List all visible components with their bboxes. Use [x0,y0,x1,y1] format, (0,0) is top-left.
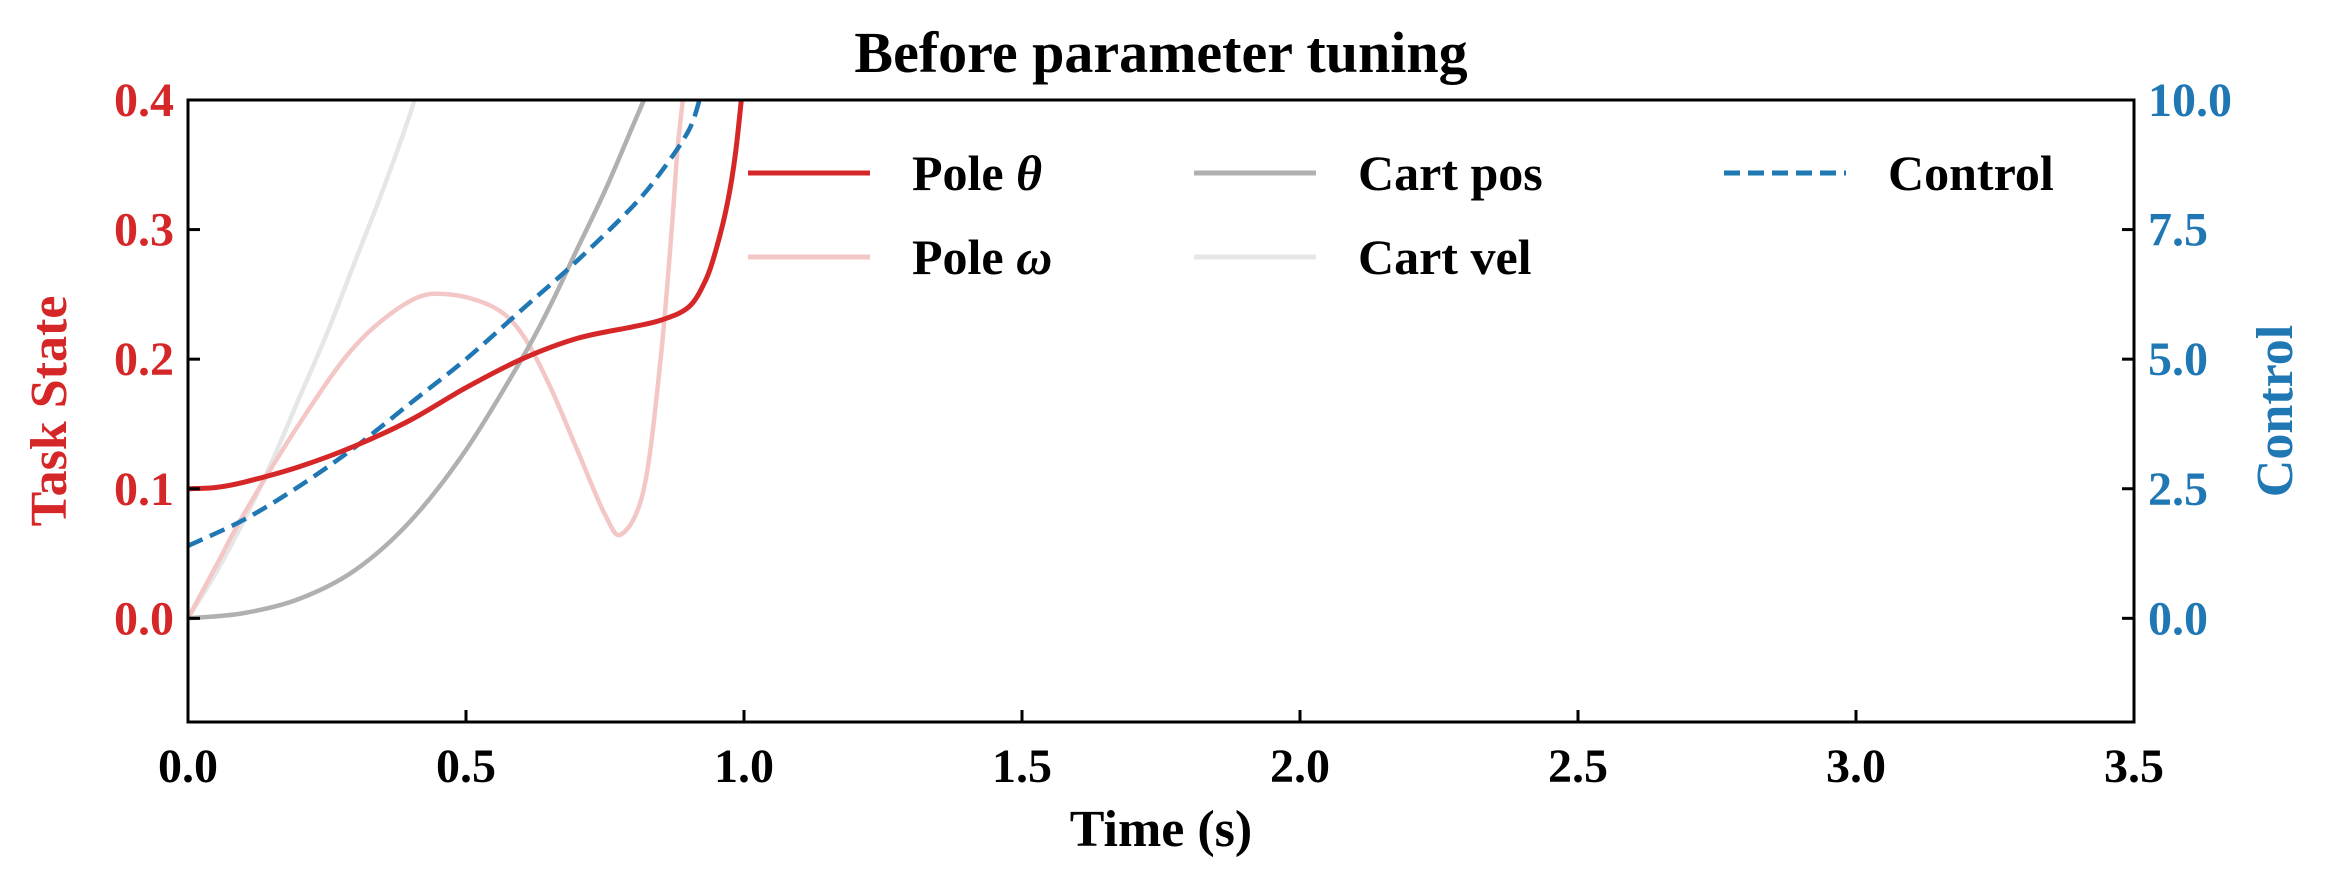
series-line-pole-theta [188,100,744,492]
series-line-control [188,100,702,548]
right-y-tick-label: 7.5 [2148,204,2208,257]
left-axis-label: Task State [21,296,78,527]
right-y-tick-label: 5.0 [2148,333,2208,386]
left-y-tick-label: 0.4 [114,74,174,127]
series-line-cart-vel [188,100,417,620]
series-line-cart-pos [188,100,647,621]
left-y-tick-label: 0.0 [114,592,174,645]
plot-frame [186,98,2136,724]
x-tick-label: 2.0 [1270,740,1330,793]
left-y-axis: 0.0 0.1 0.2 0.3 0.4 [114,74,200,645]
x-axis: 0.0 0.5 1.0 1.5 2.0 2.5 3.0 3.5 [158,710,2164,793]
chart-title: Before parameter tuning [854,20,1467,85]
right-y-tick-label: 0.0 [2148,592,2208,645]
x-tick-label: 3.0 [1826,740,1886,793]
series-layer [188,100,744,621]
right-y-axis: 0.0 2.5 5.0 7.5 10.0 [2122,74,2232,645]
x-tick-label: 0.0 [158,740,218,793]
right-y-tick-label: 2.5 [2148,463,2208,516]
legend-label-text: Pole [912,145,1016,201]
x-tick-label: 1.5 [992,740,1052,793]
legend-label-symbol: θ [1016,145,1042,201]
x-tick-label: 0.5 [436,740,496,793]
legend-label-symbol: ω [1016,229,1052,285]
x-axis-label: Time (s) [1070,801,1252,858]
legend-label-text: Control [1888,145,2054,201]
x-tick-label: 2.5 [1548,740,1608,793]
legend-label: Control [1888,145,2054,201]
legend-label-text: Cart pos [1358,145,1543,201]
right-y-tick-label: 10.0 [2148,74,2232,127]
x-tick-label: 1.0 [714,740,774,793]
series-line-pole-omega [188,100,686,620]
legend-label: Cart vel [1358,229,1532,285]
right-axis-label: Control [2247,325,2304,497]
legend-label-text: Cart vel [1358,229,1532,285]
left-y-tick-label: 0.2 [114,333,174,386]
legend-label: Pole θ [912,145,1042,201]
legend-label: Cart pos [1358,145,1543,201]
legend-label: Pole ω [912,229,1052,285]
legend-label-text: Pole [912,229,1016,285]
left-y-tick-label: 0.3 [114,204,174,257]
x-tick-label: 3.5 [2104,740,2164,793]
left-y-tick-label: 0.1 [114,463,174,516]
